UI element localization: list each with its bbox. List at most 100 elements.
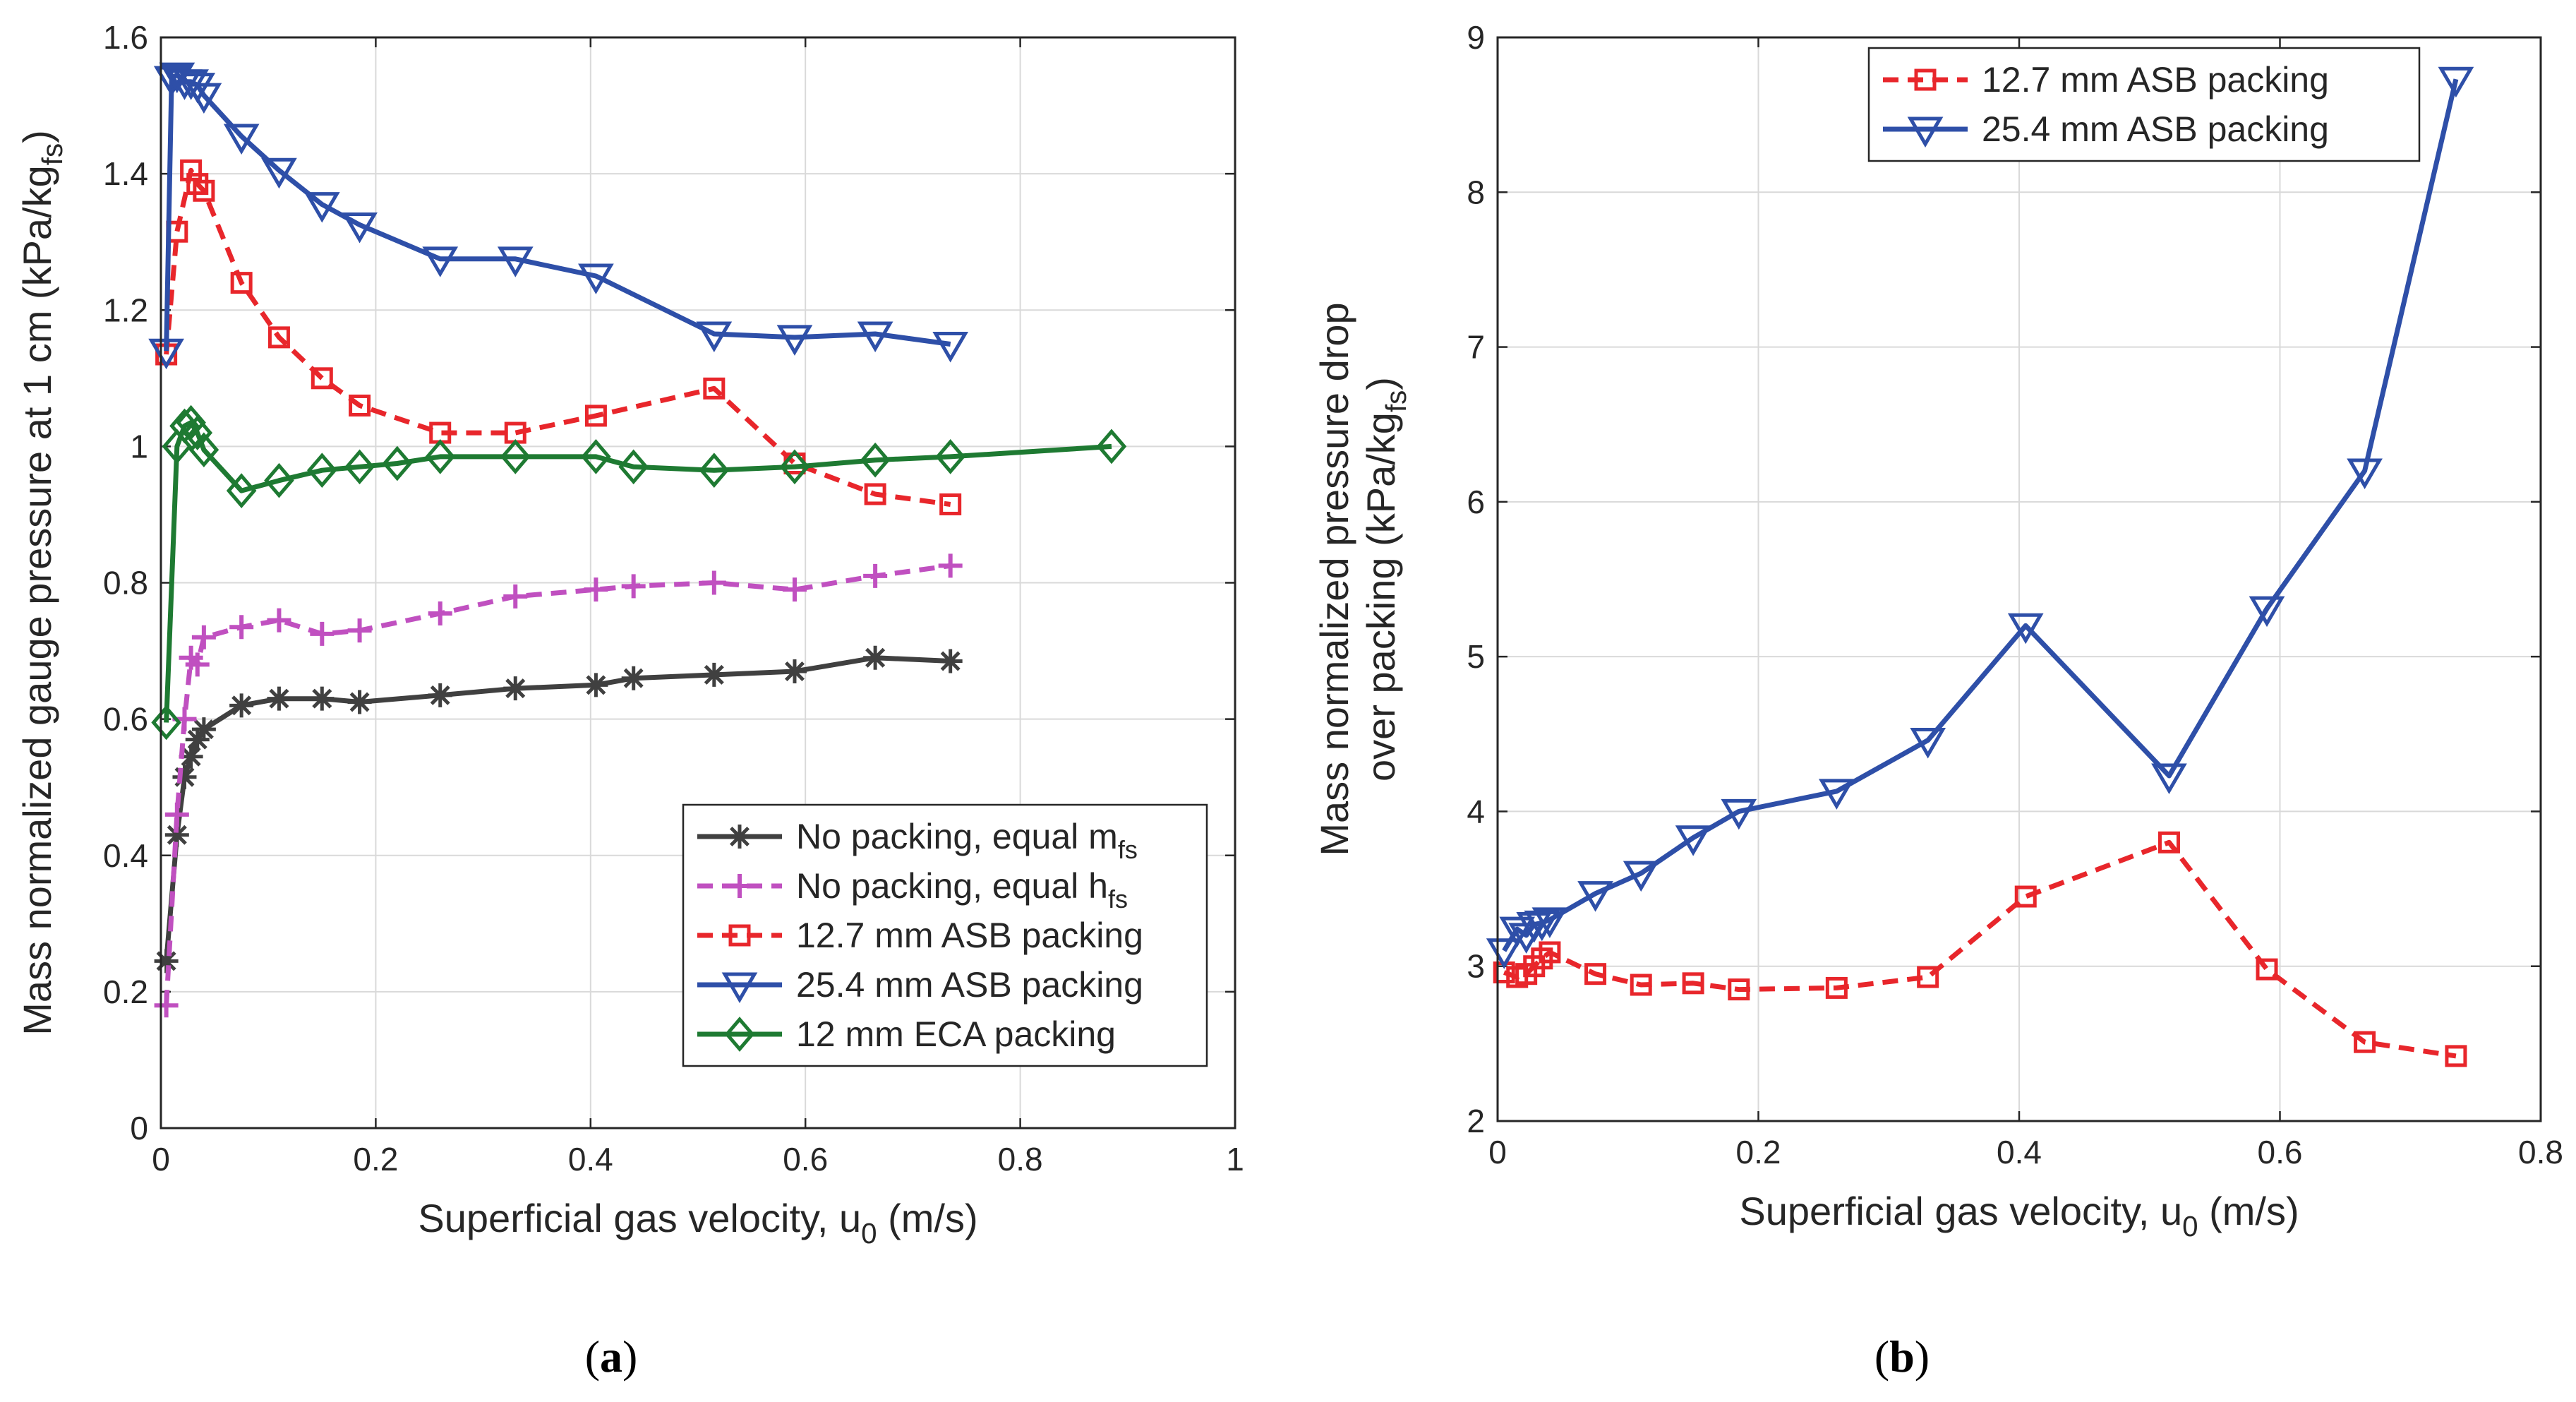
x-tick-label: 0: [1488, 1134, 1507, 1170]
legend-item: 12 mm ECA packing: [697, 1014, 1116, 1054]
data-point: [503, 584, 528, 609]
data-point: [863, 563, 888, 588]
legend-label-text: No packing, equal m: [796, 817, 1118, 856]
legend-swatch-marker: [724, 1017, 755, 1052]
legend-label: 12 mm ECA packing: [796, 1014, 1116, 1054]
data-point: [425, 439, 456, 474]
x-axis-label-suffix: (m/s): [2198, 1189, 2299, 1233]
data-point: [148, 338, 184, 370]
axes-box: [160, 36, 1236, 1130]
data-point: [347, 690, 372, 714]
legend-label: 12.7 mm ASB packing: [796, 916, 1143, 955]
data-point: [1721, 798, 1757, 830]
x-tick-label: 0.2: [353, 1141, 398, 1178]
x-axis-label-main: Superficial gas velocity, u: [1739, 1189, 2182, 1233]
data-point: [344, 449, 375, 485]
data-point: [186, 83, 222, 114]
y-tick-label: 4: [1467, 793, 1485, 829]
y-tick-label: 7: [1467, 329, 1485, 366]
legend: 12.7 mm ASB packing 25.4 mm ASB packing: [1867, 47, 2421, 162]
data-point: [303, 192, 340, 223]
series-12-mm-eca-packing: [151, 405, 1127, 741]
y-tick-label: 0.2: [103, 973, 148, 1010]
data-point: [699, 453, 730, 489]
data-point: [229, 693, 254, 718]
y-axis-label-line2-suffix: ): [1359, 377, 1403, 390]
x-axis-label-suffix: (m/s): [877, 1196, 978, 1240]
chart-b: 0 0.2 0.4 0.6 0.8 2 3 4 5 6 7 8 9 Superficial gas vel…: [1312, 19, 2563, 1242]
data-point: [154, 993, 179, 1018]
data-point: [307, 453, 337, 489]
data-point: [621, 574, 646, 599]
data-point: [1539, 941, 1561, 964]
y-tick-label: 3: [1467, 948, 1485, 985]
series-line: [1502, 78, 2459, 952]
data-point: [193, 179, 215, 202]
data-point: [154, 949, 179, 973]
legend-label-text: 12.7 mm ASB packing: [796, 916, 1143, 955]
x-axis-label-subscript: 0: [2182, 1210, 2198, 1242]
x-axis-label-subscript: 0: [861, 1217, 877, 1250]
data-point: [581, 439, 611, 474]
legend-box: [1867, 47, 2421, 162]
data-point: [311, 367, 333, 390]
data-point: [696, 321, 733, 353]
legend-item: 25.4 mm ASB packing: [697, 965, 1143, 1005]
panel-label-a: (a): [585, 1331, 638, 1382]
data-point: [191, 625, 216, 649]
y-tick-label: 1.2: [103, 292, 148, 328]
data-point: [186, 173, 209, 196]
data-point: [621, 666, 646, 690]
data-point: [857, 321, 893, 353]
series-25-4-mm-asb-packing: [148, 62, 969, 370]
data-point: [1910, 728, 1946, 759]
x-tick-label: 0.8: [2518, 1134, 2563, 1170]
legend-item: No packing, equal hfs: [697, 866, 1128, 913]
y-tick-label: 1: [130, 428, 148, 465]
x-tick-label: 0.8: [998, 1141, 1043, 1178]
legend-label-text: 25.4 mm ASB packing: [1982, 109, 2329, 149]
y-axis-label-line2-main: over packing (kPa/kg: [1359, 412, 1403, 781]
data-point: [1630, 973, 1652, 996]
data-point: [191, 717, 216, 742]
panel-label-a-letter: a: [600, 1331, 622, 1382]
data-point: [500, 439, 531, 474]
panel-label-b: (b): [1874, 1331, 1930, 1382]
data-point: [1682, 972, 1704, 995]
y-tick-label: 1.6: [103, 19, 148, 56]
data-point: [267, 608, 291, 633]
data-point: [2347, 458, 2383, 489]
data-point: [2249, 596, 2285, 628]
y-axis-label: Mass normalized gauge pressure at 1 cm (…: [15, 130, 68, 1036]
legend-label-text: 12.7 mm ASB packing: [1982, 60, 2329, 100]
data-point: [2354, 1031, 2376, 1053]
legend-swatch-marker: [728, 924, 751, 947]
data-point: [153, 66, 190, 97]
data-point: [1818, 779, 1855, 810]
data-point: [1917, 966, 1939, 988]
series-line: [164, 167, 951, 507]
legend-label-text: No packing, equal h: [796, 866, 1108, 906]
x-tick-label: 0.4: [1997, 1134, 2042, 1170]
data-point: [1499, 916, 1536, 948]
data-point: [584, 405, 607, 427]
legend-swatch-marker: [1907, 116, 1944, 148]
data-point: [1825, 976, 1848, 999]
data-point: [938, 553, 963, 578]
y-tick-label: 0.6: [103, 701, 148, 738]
data-point: [1584, 963, 1607, 985]
data-point: [1531, 907, 1568, 938]
data-point: [347, 618, 372, 643]
data-point: [229, 615, 254, 640]
legend-label: 12.7 mm ASB packing: [1982, 60, 2329, 100]
legend-swatch-marker: [1914, 68, 1937, 91]
x-tick-label: 0.6: [783, 1141, 828, 1178]
y-axis-label-subscript: fs: [36, 143, 68, 165]
chart-a: 0 0.2 0.4 0.6 0.8 1 0 0.2 0.4 0.6 0.8 1 1.2 1.4 1.6 Sup…: [15, 19, 1244, 1250]
y-axis-label-line2-subscript: fs: [1380, 390, 1412, 412]
y-tick-label: 0: [130, 1110, 148, 1146]
data-point: [230, 272, 253, 294]
legend-label: 25.4 mm ASB packing: [1982, 109, 2329, 149]
y-tick-label: 5: [1467, 638, 1485, 675]
data-point: [584, 673, 608, 697]
